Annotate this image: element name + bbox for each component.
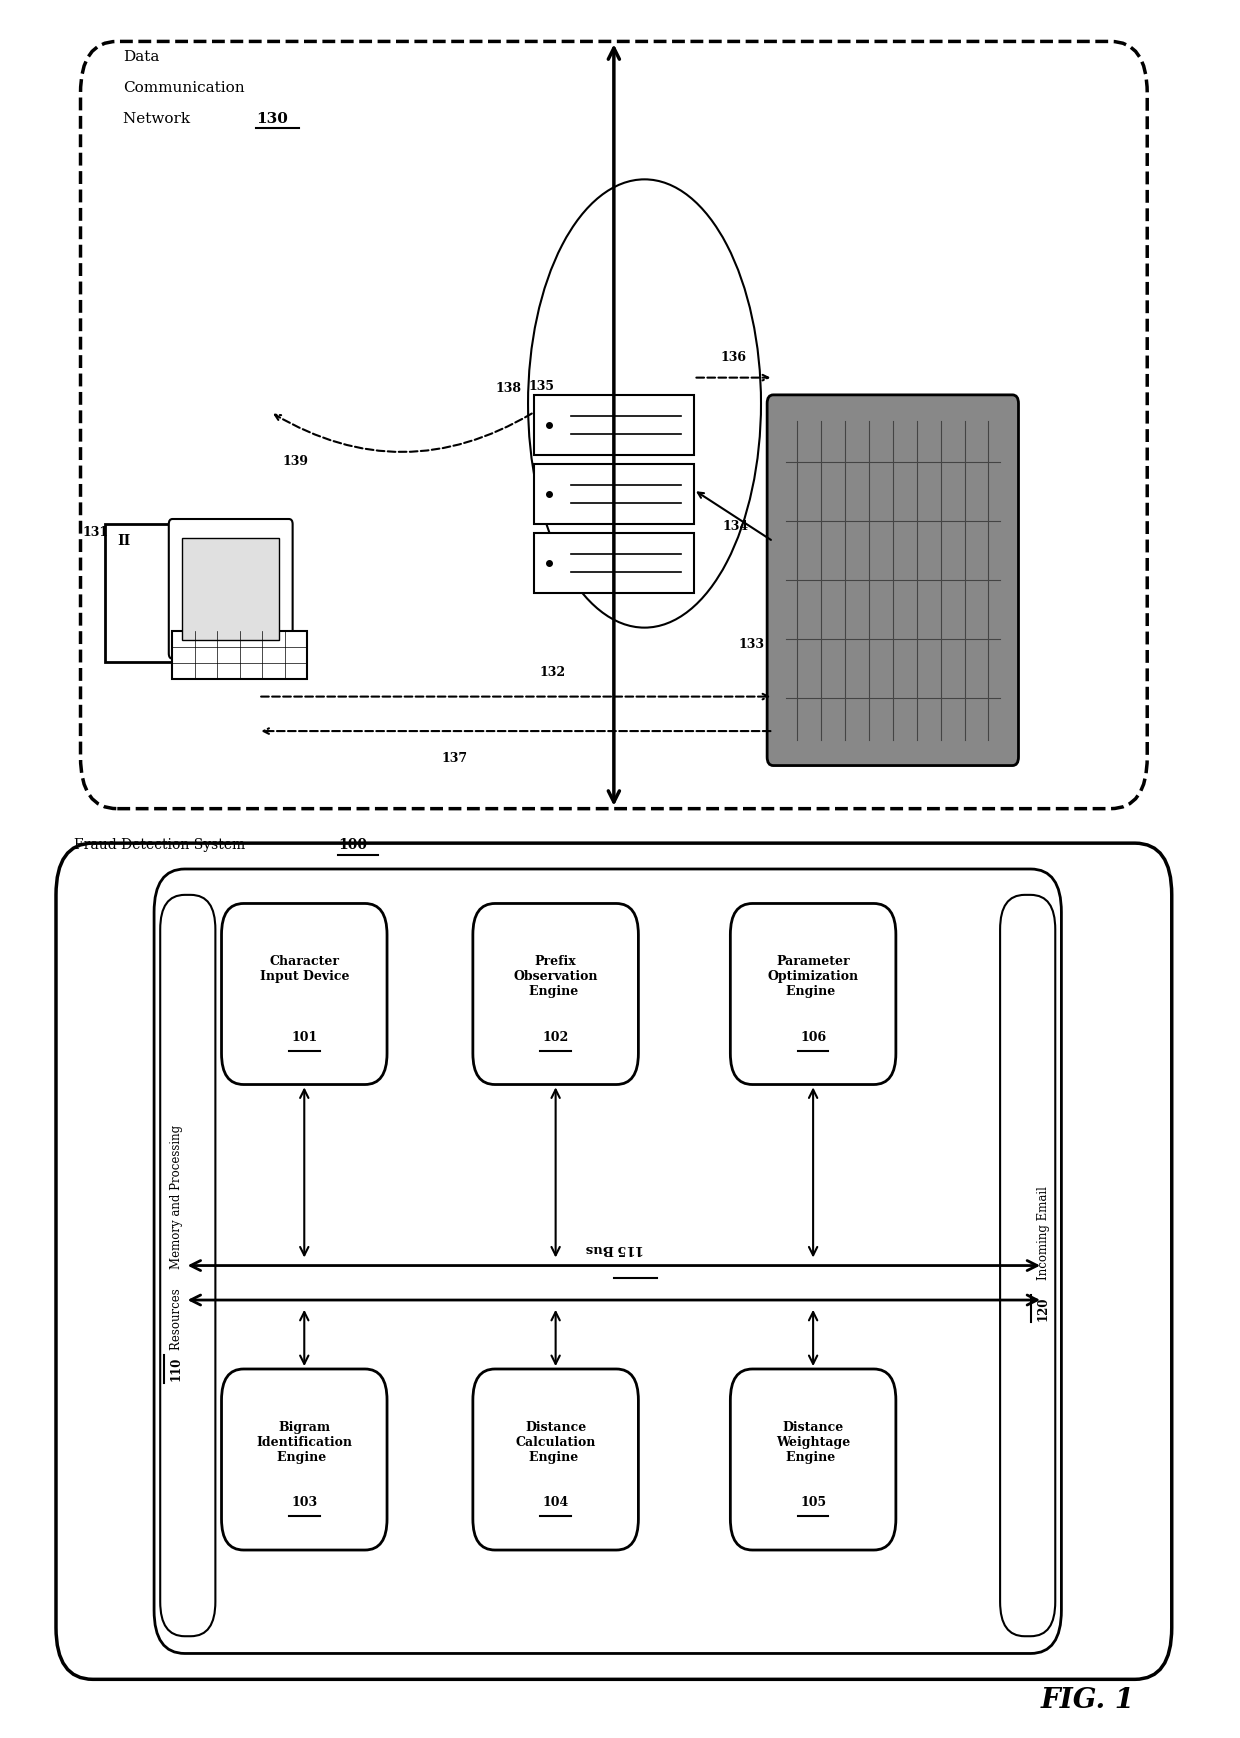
Text: Resources: Resources: [170, 1284, 182, 1350]
Text: 101: 101: [291, 1031, 317, 1043]
FancyBboxPatch shape: [169, 520, 293, 659]
Text: Incoming Email: Incoming Email: [1037, 1182, 1049, 1279]
Text: Parameter
Optimization
Engine: Parameter Optimization Engine: [768, 956, 858, 998]
Text: Network: Network: [124, 113, 196, 127]
FancyBboxPatch shape: [1001, 895, 1055, 1635]
Text: Memory and Processing: Memory and Processing: [170, 1124, 182, 1269]
Text: 115: 115: [614, 1243, 641, 1255]
Text: Distance
Calculation
Engine: Distance Calculation Engine: [516, 1420, 595, 1463]
Text: 136: 136: [720, 351, 746, 363]
Text: II: II: [118, 534, 130, 549]
Text: 132: 132: [539, 666, 565, 680]
Text: 131: 131: [82, 527, 108, 539]
FancyBboxPatch shape: [182, 539, 279, 640]
Text: 105: 105: [800, 1496, 826, 1509]
Text: 102: 102: [543, 1031, 569, 1043]
Text: 103: 103: [291, 1496, 317, 1509]
FancyBboxPatch shape: [56, 843, 1172, 1679]
Text: 133: 133: [739, 638, 765, 652]
Text: Prefix
Observation
Engine: Prefix Observation Engine: [513, 956, 598, 998]
FancyBboxPatch shape: [81, 42, 1147, 808]
FancyBboxPatch shape: [472, 1370, 639, 1550]
Text: Bus: Bus: [582, 1243, 614, 1255]
FancyBboxPatch shape: [154, 869, 1061, 1653]
FancyBboxPatch shape: [160, 895, 216, 1635]
Text: FIG. 1: FIG. 1: [1040, 1688, 1135, 1714]
Text: 139: 139: [283, 455, 309, 468]
FancyBboxPatch shape: [472, 904, 639, 1085]
FancyBboxPatch shape: [534, 534, 693, 593]
FancyBboxPatch shape: [222, 904, 387, 1085]
FancyBboxPatch shape: [730, 1370, 895, 1550]
Text: Character
Input Device: Character Input Device: [259, 956, 348, 998]
FancyBboxPatch shape: [730, 904, 895, 1085]
FancyBboxPatch shape: [172, 631, 308, 680]
Text: 134: 134: [723, 520, 749, 534]
Text: 138: 138: [496, 382, 522, 395]
Text: 100: 100: [339, 838, 367, 852]
Text: Communication: Communication: [124, 82, 246, 96]
Text: Fraud Detection System: Fraud Detection System: [74, 838, 250, 852]
Text: 110: 110: [170, 1357, 182, 1382]
FancyBboxPatch shape: [768, 395, 1018, 765]
Text: 104: 104: [543, 1496, 569, 1509]
FancyBboxPatch shape: [105, 525, 172, 662]
Text: Data: Data: [124, 50, 160, 64]
Text: Distance
Weightage
Engine: Distance Weightage Engine: [776, 1420, 851, 1463]
FancyBboxPatch shape: [534, 395, 693, 455]
Text: 106: 106: [800, 1031, 826, 1043]
FancyBboxPatch shape: [534, 464, 693, 525]
Ellipse shape: [528, 179, 761, 627]
FancyBboxPatch shape: [222, 1370, 387, 1550]
Text: 135: 135: [528, 379, 554, 393]
Text: 120: 120: [1037, 1297, 1049, 1321]
Text: 137: 137: [441, 753, 467, 765]
Text: Bigram
Identification
Engine: Bigram Identification Engine: [257, 1420, 352, 1463]
Text: 130: 130: [255, 113, 288, 127]
